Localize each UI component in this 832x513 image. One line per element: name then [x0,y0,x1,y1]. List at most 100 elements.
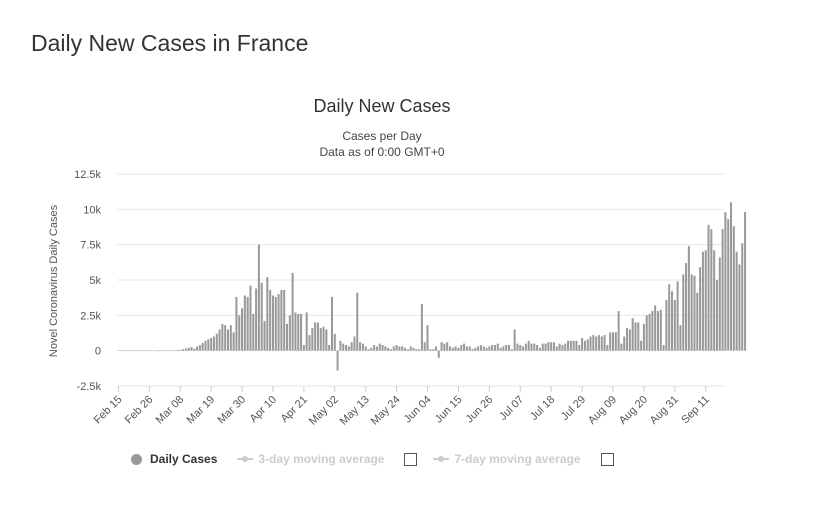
daily-cases-bar [589,336,592,351]
daily-cases-bar [510,349,513,351]
daily-cases-bar [682,274,685,351]
daily-cases-bar [713,250,716,351]
daily-cases-bar [651,311,654,351]
x-tick-label: Jul 29 [559,394,588,423]
daily-cases-bar [727,219,730,351]
daily-cases-bar [724,212,727,351]
daily-cases-bar [581,337,584,351]
daily-cases-bar [474,347,477,351]
daily-cases-bar [302,345,305,351]
daily-cases-bar [229,325,232,351]
daily-cases-bar [552,342,555,351]
daily-cases-bar [367,349,370,351]
daily-cases-bar [269,289,272,351]
daily-cases-bar [280,289,283,351]
daily-cases-bar [243,295,246,351]
legend-label-daily-cases: Daily Cases [150,452,218,466]
legend-item-3-day-average[interactable]: 3-day moving average [237,452,384,466]
daily-cases-bar [260,282,263,351]
daily-cases-bar [665,299,668,351]
daily-cases-bar [406,349,409,351]
daily-cases-bar [446,342,449,351]
daily-cases-bar [550,342,553,351]
daily-cases-bar [319,328,322,351]
x-tick-label: Jun 04 [402,394,434,426]
page-title: Daily New Cases in France [31,30,309,56]
y-tick-label: 7.5k [80,240,101,252]
daily-cases-bar [592,335,595,351]
x-tick-label: May 13 [338,394,372,428]
daily-cases-bar [401,346,404,351]
daily-cases-bar [207,339,210,351]
legend-item-daily-cases[interactable]: Daily Cases [131,452,217,466]
daily-cases-bar [617,311,620,351]
daily-cases-bar [687,246,690,351]
daily-cases-bar [558,343,561,351]
daily-cases-bar [325,329,328,351]
grid [117,173,724,387]
daily-cases-bar [547,342,550,351]
daily-cases-bar [333,333,336,351]
daily-cases-bar [505,345,508,351]
daily-cases-bar [654,305,657,351]
daily-cases-bar [378,343,381,351]
daily-cases-bar [637,322,640,351]
daily-cases-bar [198,345,201,351]
y-tick-label: 12.5k [74,169,101,181]
daily-cases-bar [409,346,412,351]
checkbox-3-day-average[interactable] [404,452,418,466]
legend-item-7-day-average[interactable]: 7-day moving average [433,452,581,466]
daily-cases-bar [488,346,491,351]
daily-cases-bar [482,346,485,351]
chart-subtitle-line-1: Cases per Day [342,129,421,143]
daily-cases-bar [350,342,353,351]
daily-cases-bar [187,347,190,351]
daily-cases-bar [640,340,643,351]
daily-cases-bar [389,349,392,351]
daily-cases-bar [744,212,747,351]
daily-cases-bar [288,315,291,351]
daily-cases-bar [603,335,606,351]
daily-cases-bar [524,343,527,351]
daily-cases-bar [297,313,300,351]
daily-cases-bar [255,288,258,351]
daily-cases-bar [277,294,280,351]
daily-cases-bar [707,224,710,351]
daily-cases-bar [597,335,600,351]
daily-cases-bar [375,346,378,351]
daily-cases-bar [679,325,682,351]
daily-cases-bar [530,343,533,351]
daily-cases-bar [381,345,384,351]
daily-cases-bar [347,346,350,351]
daily-cases-bar [527,340,530,351]
daily-cases-bar [440,342,443,351]
daily-cases-bar [631,318,634,351]
daily-cases-bar [212,336,215,351]
daily-cases-bar [685,263,688,351]
x-tick-label: Aug 20 [617,394,650,427]
daily-cases-bar [454,346,457,351]
daily-cases-bar [246,296,249,351]
daily-cases-bar [606,345,609,351]
daily-cases-bar [642,323,645,351]
daily-cases-bar [704,250,707,351]
daily-cases-bar [415,349,418,351]
daily-cases-bar [561,345,564,351]
daily-cases-bar [271,295,274,351]
y-axis: -2.5k 0 2.5k 5k 7.5k 10k 12.5k [74,169,101,393]
daily-cases-bar [404,347,407,351]
daily-cases-bar [283,289,286,351]
daily-cases-bar [493,345,496,351]
daily-cases-bar [710,229,713,351]
daily-cases-bar [536,345,539,351]
daily-cases-bar [614,332,617,351]
daily-cases-bar [176,350,179,351]
checkbox-7-day-average[interactable] [600,452,614,466]
daily-cases-bar [418,349,421,351]
daily-cases-bar [274,296,277,351]
daily-cases-bar [648,313,651,351]
daily-cases-bar [575,340,578,351]
daily-cases-bar [201,342,204,351]
